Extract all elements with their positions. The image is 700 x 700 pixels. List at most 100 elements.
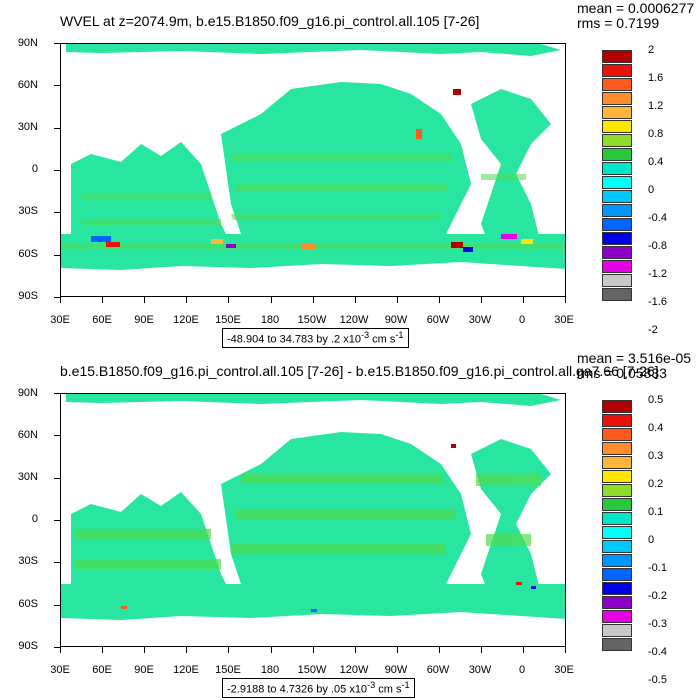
southern-ocean — [61, 234, 565, 270]
lon-tick — [102, 647, 104, 653]
pacific-ocean — [221, 82, 471, 252]
lon-tick — [396, 297, 398, 303]
lon-tick — [270, 297, 272, 303]
lat-tick — [54, 646, 60, 648]
top-map-plot — [60, 43, 566, 297]
top-lon-90w: 90W — [384, 314, 408, 326]
lon-tick — [186, 297, 188, 303]
lon-tick — [186, 647, 188, 653]
top-lon-0: 0 — [518, 314, 526, 326]
colorbar-label: 0.1 — [648, 506, 664, 518]
atlantic-ocean — [471, 89, 551, 249]
texture-bands — [76, 474, 541, 569]
bottom-lat-60n: 60N — [17, 429, 38, 441]
lat-tick — [54, 296, 60, 298]
colorbar-label: -0.1 — [648, 562, 667, 574]
colorbar-label: -0.5 — [648, 674, 667, 686]
colorbar-cell — [602, 260, 632, 273]
lat-tick — [54, 127, 60, 129]
bottom-panel: b.e15.B1850.f09_g16.pi_control.all.105 [… — [0, 350, 700, 700]
top-lon-90e: 90E — [134, 314, 154, 326]
top-range-label: -48.904 to 34.783 by .2 x10-3 cm s-1 — [222, 328, 409, 348]
colorbar-cell — [602, 414, 632, 427]
bottom-lon-90w: 90W — [384, 664, 408, 676]
colorbar-label: 0.2 — [648, 478, 664, 490]
colorbar-cell — [602, 232, 632, 245]
top-lon-60w: 60W — [426, 314, 450, 326]
arctic-ocean — [66, 44, 561, 56]
lon-tick — [354, 647, 356, 653]
lon-tick — [228, 647, 230, 653]
lon-tick — [481, 647, 482, 653]
lon-tick — [481, 297, 482, 303]
top-lon-180: 180 — [260, 314, 280, 326]
lat-tick — [54, 435, 60, 437]
bottom-lat-30n: 30N — [17, 471, 38, 483]
bottom-lon-150w: 150W — [297, 664, 327, 676]
lon-tick — [565, 647, 567, 653]
bottom-lat-0: 0 — [31, 513, 38, 525]
top-lon-30w: 30W — [468, 314, 492, 326]
lat-tick — [54, 393, 60, 394]
colorbar-cell — [602, 274, 632, 287]
colorbar-cell — [602, 484, 632, 497]
lat-tick — [54, 212, 60, 214]
colorbar-label: -0.4 — [648, 212, 667, 224]
top-mean: mean = 0.0006277 — [577, 0, 695, 16]
colorbar-label: 0.4 — [648, 156, 664, 168]
colorbar-label: 0.3 — [648, 450, 664, 462]
colorbar-cell — [602, 638, 632, 651]
colorbar-label: -1.2 — [648, 268, 667, 280]
bottom-lon-0: 0 — [518, 664, 526, 676]
lon-tick — [565, 297, 567, 303]
bottom-lon-60e: 60E — [92, 664, 112, 676]
lon-tick — [228, 297, 230, 303]
top-colorbar — [602, 50, 632, 302]
indian-ocean — [71, 492, 231, 602]
bottom-lon-180: 180 — [260, 664, 280, 676]
lat-tick — [54, 562, 60, 564]
colorbar-cell — [602, 456, 632, 469]
bottom-map-plot — [60, 393, 566, 647]
top-lat-30s: 30S — [18, 205, 38, 217]
lon-tick — [523, 647, 525, 653]
top-lon-30e-end: 30E — [554, 314, 574, 326]
lon-tick — [438, 297, 440, 303]
southern-ocean-signal — [91, 89, 533, 252]
lon-tick — [60, 647, 61, 653]
lon-tick — [354, 297, 356, 303]
colorbar-cell — [602, 540, 632, 553]
colorbar-label: 0 — [648, 534, 655, 546]
bottom-colorbar — [602, 400, 632, 652]
lon-tick — [312, 647, 314, 653]
bottom-lon-60w: 60W — [426, 664, 450, 676]
top-lon-150w: 150W — [297, 314, 327, 326]
colorbar-label: 0.4 — [648, 422, 664, 434]
lon-tick — [270, 647, 272, 653]
bottom-lon-120w: 120W — [339, 664, 369, 676]
bottom-lat-60s: 60S — [18, 598, 38, 610]
colorbar-cell — [602, 428, 632, 441]
lat-tick — [54, 477, 60, 479]
colorbar-cell — [602, 512, 632, 525]
top-title: WVEL at z=2074.9m, b.e15.B1850.f09_g16.p… — [60, 13, 480, 29]
top-lat-0: 0 — [31, 163, 38, 175]
colorbar-cell — [602, 162, 632, 175]
colorbar-label: 1.6 — [648, 72, 664, 84]
colorbar-cell — [602, 106, 632, 119]
colorbar-cell — [602, 204, 632, 217]
lon-tick — [523, 297, 525, 303]
colorbar-cell — [602, 554, 632, 567]
colorbar-cell — [602, 624, 632, 637]
top-rms: rms = 0.7199 — [577, 15, 660, 31]
top-lon-120e: 120E — [173, 314, 199, 326]
colorbar-cell — [602, 218, 632, 231]
top-lat-90s: 90S — [18, 290, 38, 302]
colorbar-label: 1.2 — [648, 100, 664, 112]
colorbar-cell — [602, 148, 632, 161]
bottom-rms: rms = 0.05833 — [577, 365, 667, 381]
colorbar-cell — [602, 498, 632, 511]
bottom-mean: mean = 3.516e-05 — [577, 350, 692, 366]
top-lon-30e: 30E — [50, 314, 70, 326]
colorbar-cell — [602, 568, 632, 581]
